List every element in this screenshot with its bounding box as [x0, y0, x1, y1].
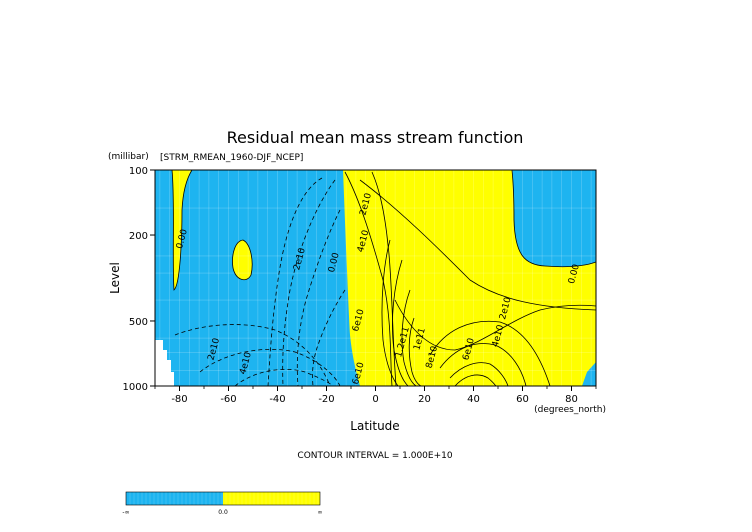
positive-band-south	[172, 170, 192, 290]
missing-data-notch	[155, 340, 174, 386]
positive-island	[232, 240, 253, 280]
y-units-label: (millibar)	[108, 152, 149, 162]
contour-line	[429, 320, 551, 386]
x-tick-label: -20	[318, 394, 334, 405]
x-tick-label: -80	[171, 394, 187, 405]
contour-line	[232, 239, 253, 281]
x-tick-label: 60	[516, 394, 529, 405]
colorbar-frame	[125, 491, 321, 506]
contour-line	[199, 348, 341, 386]
contour-line	[267, 177, 323, 386]
contour-lines	[171, 170, 596, 386]
colorbar-label-max: ∞	[318, 509, 323, 516]
x-axis-label: Latitude	[350, 419, 399, 433]
y-tick-label: 100	[129, 166, 148, 177]
colorbar-grid	[129, 492, 319, 505]
contour-line	[394, 299, 596, 351]
x-tick-label: 40	[467, 394, 480, 405]
x-tick-label: 20	[418, 394, 431, 405]
x-tick-label: 0	[372, 394, 378, 405]
contour-line	[511, 170, 596, 268]
contour-line	[296, 209, 341, 386]
negative-corner-ne	[582, 362, 596, 386]
colorbar-label-min: -∞	[122, 509, 129, 516]
x-tick-label: 80	[565, 394, 578, 405]
x-tick-label: -60	[220, 394, 236, 405]
negative-region-south	[155, 170, 360, 386]
colorbar-negative	[126, 492, 223, 505]
colorbar: -∞ 0.0 ∞	[122, 491, 323, 516]
contour-line	[408, 317, 422, 386]
axes: -80 -60 -40 -20 0 20 40 60 80 100 200 500 1000	[123, 166, 597, 405]
contour-line	[381, 239, 399, 386]
y-tick-label: 1000	[123, 382, 148, 393]
colorbar-label-zero: 0.0	[218, 509, 228, 516]
contour-line	[454, 374, 497, 386]
y-tick-label: 200	[129, 231, 148, 242]
dataset-label: [STRM_RMEAN_1960-DJF_NCEP]	[160, 153, 303, 163]
contour-line	[359, 179, 596, 311]
x-tick-label: -40	[269, 394, 285, 405]
filled-contours	[155, 170, 596, 386]
contour-line	[439, 343, 527, 386]
contour-line	[282, 179, 336, 386]
contour-interval-note: CONTOUR INTERVAL = 1.000E+10	[297, 451, 452, 461]
grid-lines	[155, 170, 596, 386]
x-units-label: (degrees_north)	[534, 405, 606, 415]
contour-line	[392, 259, 409, 386]
contour-line	[174, 324, 331, 386]
contour-line	[312, 289, 346, 386]
y-tick-label: 500	[129, 317, 148, 328]
contour-line	[401, 289, 417, 386]
contour-line	[449, 362, 509, 386]
negative-region-north	[512, 170, 596, 267]
contour-line	[234, 369, 334, 386]
contour-line	[171, 170, 193, 291]
colorbar-positive	[223, 492, 320, 505]
chart-title: Residual mean mass stream function	[227, 128, 524, 147]
y-axis-label: Level	[108, 262, 122, 294]
